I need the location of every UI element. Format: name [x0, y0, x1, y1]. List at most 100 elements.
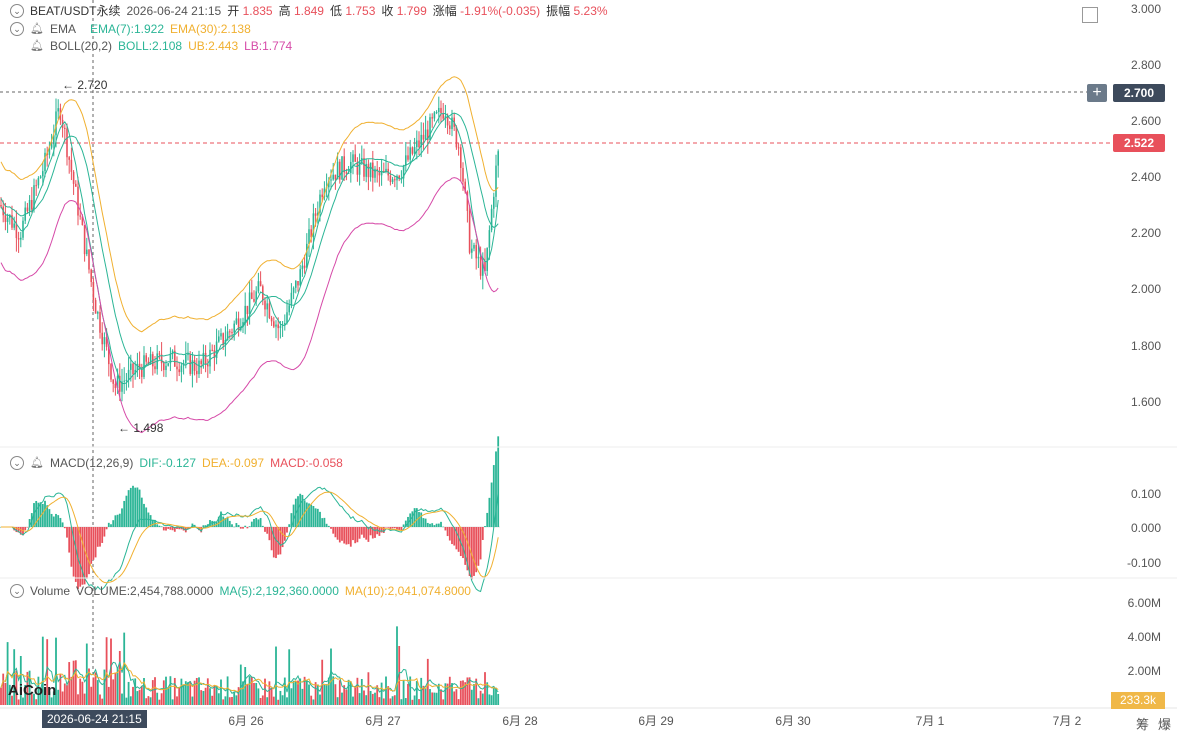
volume-bar: [193, 680, 196, 705]
volume-bar: [15, 670, 18, 705]
volume-bar: [330, 648, 332, 705]
candle-body: [57, 108, 59, 112]
candle-body: [39, 176, 42, 179]
volume-bar: [433, 692, 436, 705]
macd-bar: [231, 524, 233, 527]
ema-label[interactable]: EMA: [49, 22, 76, 36]
macd-bar: [343, 527, 346, 544]
candle-body: [389, 175, 392, 182]
macd-bar: [224, 518, 227, 527]
volume-bar: [275, 646, 277, 705]
macd-bar: [481, 527, 484, 540]
candle-body: [292, 287, 295, 293]
macd-bar: [345, 527, 348, 545]
macd-bar: [129, 487, 132, 527]
volume-bar: [464, 682, 467, 705]
volume-bar: [162, 680, 165, 705]
volume-bar: [250, 677, 253, 705]
candle-body: [22, 220, 24, 238]
chips-button[interactable]: 筹: [1136, 717, 1150, 732]
change-label: 涨幅: [432, 4, 457, 18]
candle-body: [477, 256, 480, 259]
date-axis-tick: 6月 28: [502, 714, 538, 728]
macd-bar: [116, 514, 119, 527]
macd-bar: [61, 522, 64, 527]
bell-icon[interactable]: 🔔︎: [30, 40, 44, 52]
volume-bar: [156, 692, 159, 705]
volume-bar: [178, 687, 181, 705]
chevron-down-icon[interactable]: ⌄: [10, 456, 24, 470]
macd-bar: [19, 527, 22, 535]
candle-body: [440, 107, 442, 114]
boll-label[interactable]: BOLL(20,2): [49, 39, 113, 53]
volume-bar: [413, 695, 416, 705]
volume-bar: [101, 698, 104, 705]
candle-body: [350, 161, 352, 173]
volume-bar: [424, 687, 427, 705]
volume-bar: [477, 698, 480, 705]
volume-bar: [88, 668, 90, 705]
candle-body: [121, 381, 123, 392]
candle-body: [275, 324, 277, 327]
candle-body: [319, 194, 321, 213]
candle-body: [4, 215, 7, 223]
volume-bar: [371, 693, 374, 705]
candle-body: [435, 112, 438, 114]
add-alert-button[interactable]: +: [1087, 84, 1107, 102]
crosshair-price-tag: 2.700: [1113, 84, 1165, 102]
macd-bar: [316, 508, 319, 527]
volume-bar: [235, 695, 238, 705]
volume-bar: [46, 639, 49, 705]
volume-bar: [268, 681, 271, 705]
macd-bar: [81, 527, 84, 585]
liquidation-button[interactable]: 爆: [1158, 717, 1172, 732]
macd-bar: [59, 517, 62, 527]
candle-body: [482, 261, 484, 276]
macd-bar: [347, 527, 350, 545]
vol-ma5-line: [0, 661, 499, 695]
volume-bar: [39, 688, 42, 705]
volume-bar: [470, 689, 473, 705]
macd-bar: [74, 527, 77, 582]
candle-body: [457, 147, 460, 149]
volume-bar: [497, 693, 500, 705]
dea-line: [1, 491, 499, 584]
bell-icon[interactable]: 🔔︎: [30, 457, 44, 469]
macd-bar: [426, 522, 429, 527]
macd-bar: [466, 527, 469, 571]
volume-bar: [380, 682, 383, 705]
volume-bar: [13, 649, 16, 705]
volume-label[interactable]: Volume: [30, 584, 71, 598]
ema7-value: EMA(7):1.922: [89, 22, 165, 36]
macd-bar: [380, 527, 383, 533]
symbol-label[interactable]: BEAT/USDT永续: [30, 4, 121, 18]
macd-bar: [85, 527, 88, 579]
macd-bar: [332, 527, 335, 534]
volume-bar: [121, 693, 123, 705]
expand-icon[interactable]: [1082, 7, 1098, 23]
chevron-down-icon[interactable]: ⌄: [10, 22, 24, 36]
candle-body: [50, 144, 53, 148]
volume-bar: [226, 676, 229, 705]
macd-bar: [488, 497, 491, 527]
volume-bar: [349, 681, 352, 705]
macd-label[interactable]: MACD(12,26,9): [49, 456, 134, 470]
volume-bar: [63, 683, 66, 705]
chevron-down-icon[interactable]: ⌄: [10, 4, 24, 18]
volume-bar: [266, 697, 269, 705]
candle-body: [295, 281, 297, 288]
candle-body: [70, 159, 73, 172]
bell-icon[interactable]: 🔔︎: [30, 23, 44, 35]
candle-body: [462, 167, 464, 182]
volume-bar: [2, 673, 5, 705]
volume-bar: [391, 696, 394, 705]
volume-bar: [473, 684, 475, 705]
candle-body: [138, 363, 141, 369]
candle-body: [328, 180, 330, 188]
volume-axis-tick: 6.00M: [1127, 596, 1161, 610]
chevron-down-icon[interactable]: ⌄: [10, 584, 24, 598]
candle-body: [488, 230, 491, 248]
volume-bar: [30, 694, 33, 705]
candle-body: [127, 369, 130, 380]
